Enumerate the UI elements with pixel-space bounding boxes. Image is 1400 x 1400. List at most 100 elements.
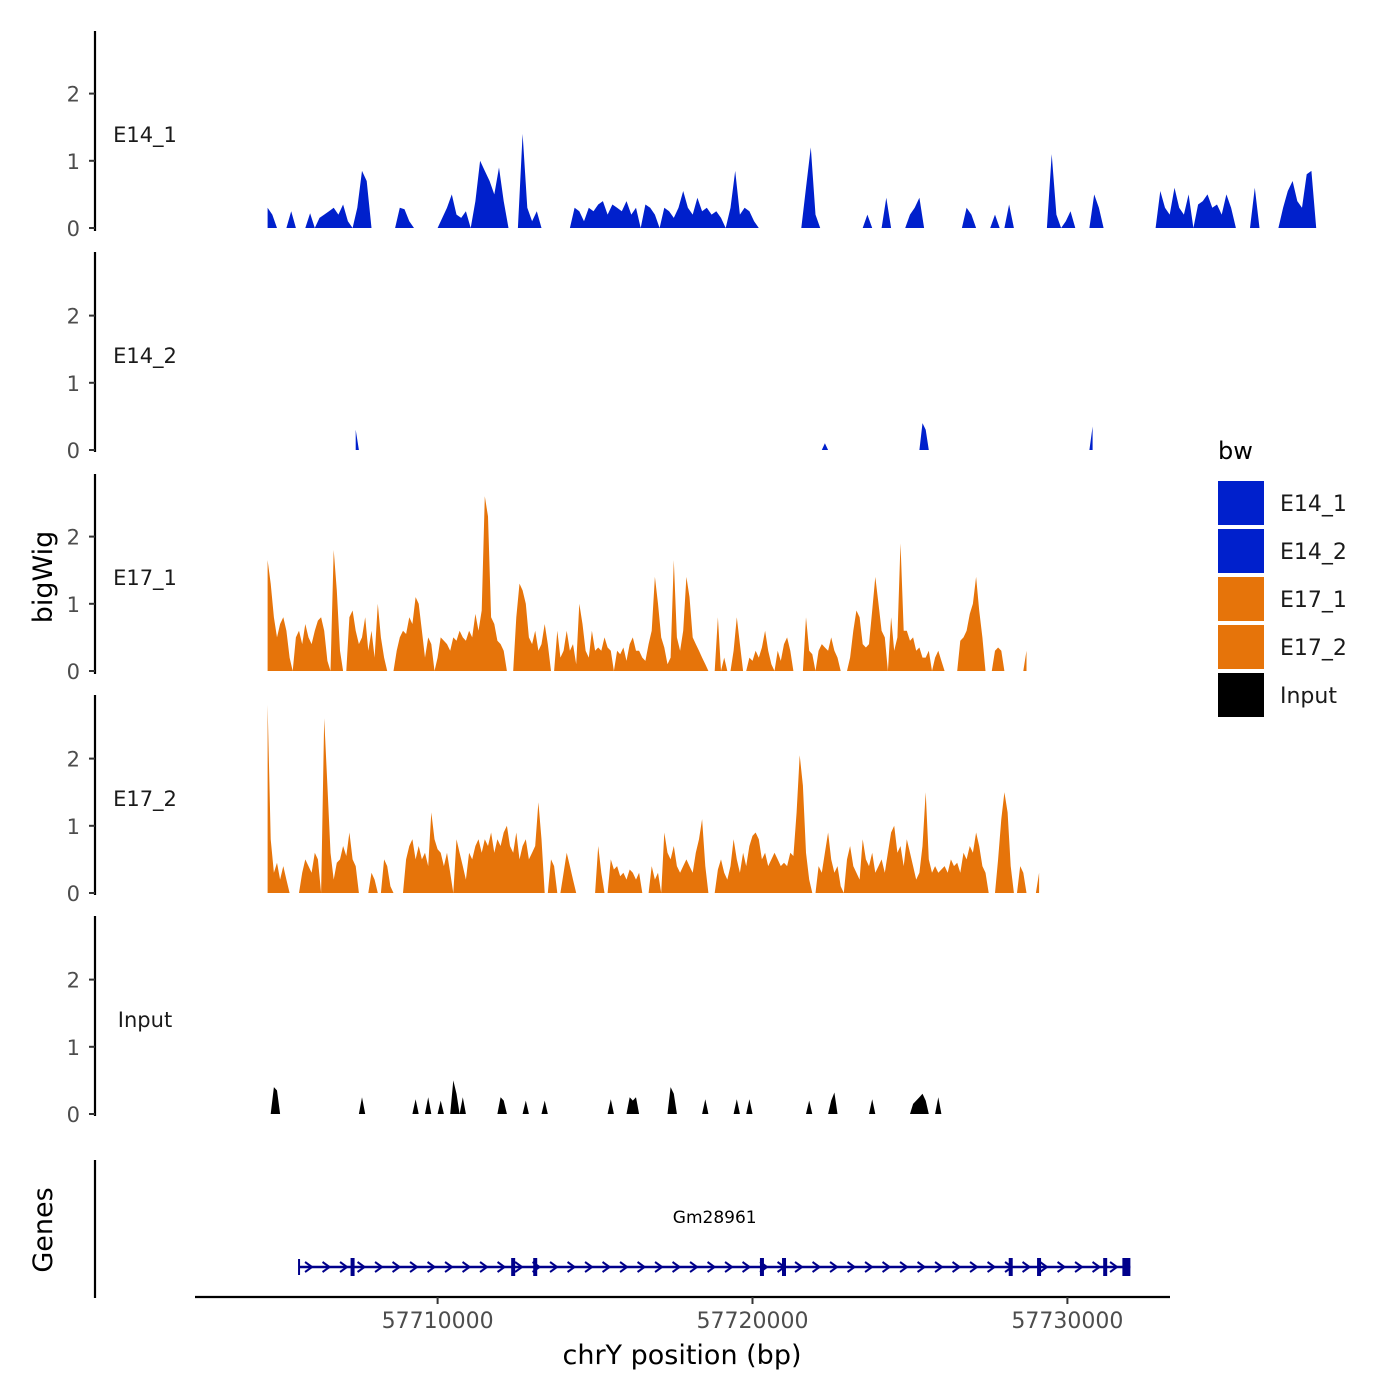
strand-arrow bbox=[636, 1261, 647, 1273]
y-tick-label-E14_1-2: 2 bbox=[67, 83, 80, 107]
track-E14_1: 0 1 2 E14_1 bbox=[67, 31, 1317, 241]
x-axis: chrY position (bp) 57710000 57720000 57730… bbox=[195, 1295, 1170, 1371]
tracks-layer: 0 1 2 E14_1 0 1 2 E14_2 0 1 2 E17_1 0 1 2 E17_2 0 1 2 Input bbox=[67, 31, 1317, 1127]
y-tick-label-E17_2-1: 1 bbox=[67, 815, 80, 839]
track-E17_1: 0 1 2 E17_1 bbox=[67, 474, 1027, 684]
strand-arrow bbox=[1021, 1261, 1032, 1273]
track-E14_2: 0 1 2 E14_2 bbox=[67, 252, 1093, 463]
strand-arrow bbox=[304, 1261, 314, 1273]
strand-arrow bbox=[339, 1261, 349, 1273]
y-axis-title: bigWig bbox=[28, 531, 59, 624]
y-tick-label-E17_2-2: 2 bbox=[67, 748, 80, 772]
legend-label-E17_1: E17_1 bbox=[1280, 588, 1347, 613]
strand-arrow bbox=[741, 1261, 752, 1273]
strand-arrow bbox=[1109, 1261, 1119, 1273]
strand-arrow bbox=[811, 1261, 822, 1273]
y-tick-label-Input-0: 0 bbox=[67, 1103, 80, 1127]
exon-5 bbox=[1008, 1258, 1013, 1276]
y-tick-label-E17_1-0: 0 bbox=[67, 660, 80, 684]
legend: bw E14_1 E14_2 E17_1 E17_2 Input bbox=[1218, 437, 1347, 717]
legend-label-E17_2: E17_2 bbox=[1280, 636, 1347, 661]
strand-arrow bbox=[479, 1261, 489, 1273]
strand-arrow bbox=[514, 1261, 524, 1273]
strand-arrow bbox=[934, 1261, 944, 1273]
strand-arrow bbox=[951, 1261, 962, 1273]
genes-track: Genes Gm28961 bbox=[28, 1160, 1131, 1298]
strand-arrow bbox=[1039, 1261, 1049, 1273]
coverage-area-E14_2 bbox=[355, 423, 1093, 450]
x-axis-title: chrY position (bp) bbox=[562, 1340, 801, 1371]
strand-arrow bbox=[461, 1261, 472, 1273]
track-E17_2: 0 1 2 E17_2 bbox=[67, 695, 1040, 906]
strand-arrow bbox=[724, 1261, 734, 1273]
legend-label-E14_2: E14_2 bbox=[1280, 540, 1347, 565]
y-tick-label-E14_2-1: 1 bbox=[67, 372, 80, 396]
strand-arrow bbox=[1074, 1261, 1084, 1273]
exon-1 bbox=[511, 1258, 516, 1276]
genes-track-label: Genes bbox=[28, 1187, 59, 1272]
y-tick-label-Input-1: 1 bbox=[67, 1036, 80, 1060]
x-tick-label-57710000: 57710000 bbox=[382, 1309, 494, 1334]
legend-label-Input: Input bbox=[1280, 684, 1337, 709]
track-label-E17_2: E17_2 bbox=[113, 787, 177, 812]
strand-arrow bbox=[969, 1261, 979, 1273]
strand-arrow bbox=[549, 1261, 559, 1273]
strand-arrow bbox=[794, 1261, 804, 1273]
coverage-area-Input bbox=[267, 1080, 945, 1114]
legend-swatch-Input bbox=[1218, 673, 1264, 717]
exon-2 bbox=[533, 1258, 538, 1276]
y-tick-label-E14_1-0: 0 bbox=[67, 217, 80, 241]
strand-arrow bbox=[916, 1261, 927, 1273]
strand-arrow bbox=[426, 1261, 437, 1273]
exon-end bbox=[1122, 1258, 1131, 1276]
strand-arrow bbox=[321, 1261, 332, 1273]
exon-4 bbox=[781, 1258, 786, 1276]
strand-arrow bbox=[706, 1261, 717, 1273]
strand-arrow bbox=[409, 1261, 419, 1273]
gene-label-Gm28961: Gm28961 bbox=[673, 1208, 757, 1228]
strand-arrow bbox=[601, 1261, 612, 1273]
strand-arrow bbox=[899, 1261, 909, 1273]
exon-6 bbox=[1037, 1258, 1042, 1276]
track-label-Input: Input bbox=[118, 1008, 172, 1032]
strand-arrow bbox=[356, 1261, 367, 1273]
x-tick-label-57730000: 57730000 bbox=[1011, 1309, 1123, 1334]
legend-swatch-E14_1 bbox=[1218, 481, 1264, 525]
strand-arrow bbox=[986, 1261, 997, 1273]
strand-arrow bbox=[1091, 1261, 1102, 1273]
strand-arrow bbox=[671, 1261, 682, 1273]
legend-swatch-E14_2 bbox=[1218, 529, 1264, 573]
legend-label-E14_1: E14_1 bbox=[1280, 492, 1347, 517]
legend-title: bw bbox=[1218, 437, 1253, 465]
y-tick-label-E17_1-2: 2 bbox=[67, 526, 80, 550]
track-label-E17_1: E17_1 bbox=[113, 566, 177, 591]
exon-3 bbox=[759, 1258, 764, 1276]
strand-arrow bbox=[391, 1261, 402, 1273]
y-tick-label-E14_2-0: 0 bbox=[67, 439, 80, 463]
strand-arrow bbox=[584, 1261, 594, 1273]
y-tick-label-E17_2-0: 0 bbox=[67, 882, 80, 906]
strand-arrow bbox=[1056, 1261, 1067, 1273]
y-tick-label-E17_1-1: 1 bbox=[67, 593, 80, 617]
strand-arrow bbox=[846, 1261, 857, 1273]
strand-arrow bbox=[881, 1261, 892, 1273]
y-tick-label-Input-2: 2 bbox=[67, 969, 80, 993]
strand-arrow bbox=[566, 1261, 577, 1273]
track-label-E14_2: E14_2 bbox=[113, 344, 177, 369]
strand-arrow bbox=[689, 1261, 699, 1273]
strand-arrow bbox=[654, 1261, 664, 1273]
strand-arrow bbox=[619, 1261, 629, 1273]
coverage-area-E14_1 bbox=[267, 133, 1317, 228]
track-Input: 0 1 2 Input bbox=[67, 916, 945, 1127]
exon-7 bbox=[1103, 1258, 1108, 1276]
y-tick-label-E14_2-2: 2 bbox=[67, 305, 80, 329]
legend-swatch-E17_2 bbox=[1218, 625, 1264, 669]
x-tick-label-57720000: 57720000 bbox=[697, 1309, 809, 1334]
exon-0 bbox=[350, 1258, 355, 1276]
y-tick-label-E14_1-1: 1 bbox=[67, 150, 80, 174]
strand-arrow bbox=[829, 1261, 839, 1273]
legend-swatch-E17_1 bbox=[1218, 577, 1264, 621]
strand-arrow bbox=[374, 1261, 384, 1273]
coverage-area-E17_2 bbox=[267, 704, 1040, 893]
